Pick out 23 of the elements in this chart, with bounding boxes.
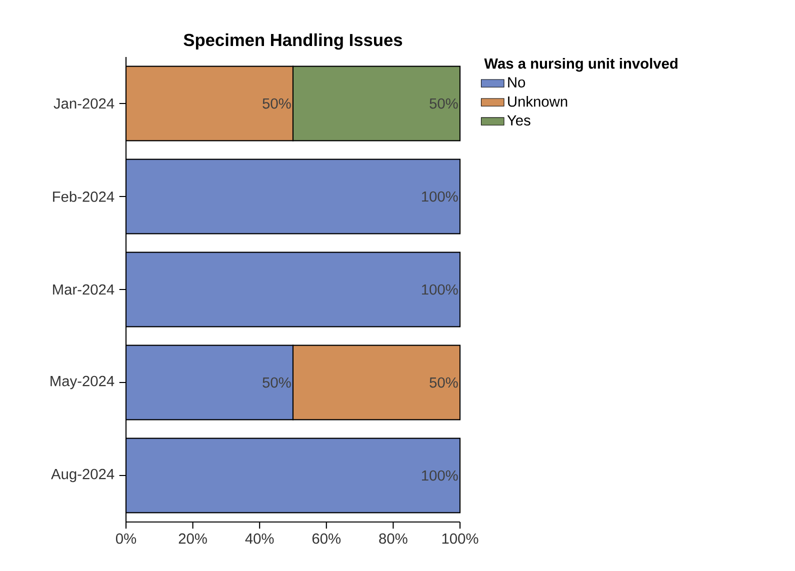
x-tick-label: 20% <box>178 533 207 544</box>
legend-label: Yes <box>507 115 530 126</box>
x-tick-label: 0% <box>116 533 136 544</box>
data-label: 50% <box>262 377 291 388</box>
chart-title: Specimen Handling Issues <box>184 33 402 50</box>
legend-label: No <box>508 77 526 88</box>
y-tick-label: Mar-2024 <box>53 284 114 295</box>
y-tick-label: Aug-2024 <box>51 468 114 482</box>
x-tick-label: 40% <box>245 533 274 544</box>
data-label: 100% <box>422 191 458 202</box>
legend-title: Was a nursing unit involved <box>484 58 678 72</box>
legend-label: Unknown <box>508 96 568 107</box>
x-tick-label: 100% <box>442 533 478 544</box>
data-label: 50% <box>430 377 458 388</box>
y-tick-label: Jan-2024 <box>54 98 114 109</box>
data-label: 100% <box>422 470 458 481</box>
y-tick-label: May-2024 <box>50 376 114 390</box>
data-label: 50% <box>262 98 291 109</box>
data-label: 100% <box>422 284 458 295</box>
x-tick-label: 60% <box>312 533 341 544</box>
data-label: 50% <box>430 98 458 109</box>
y-tick-label: Feb-2024 <box>53 191 114 202</box>
x-tick-label: 80% <box>379 533 408 544</box>
